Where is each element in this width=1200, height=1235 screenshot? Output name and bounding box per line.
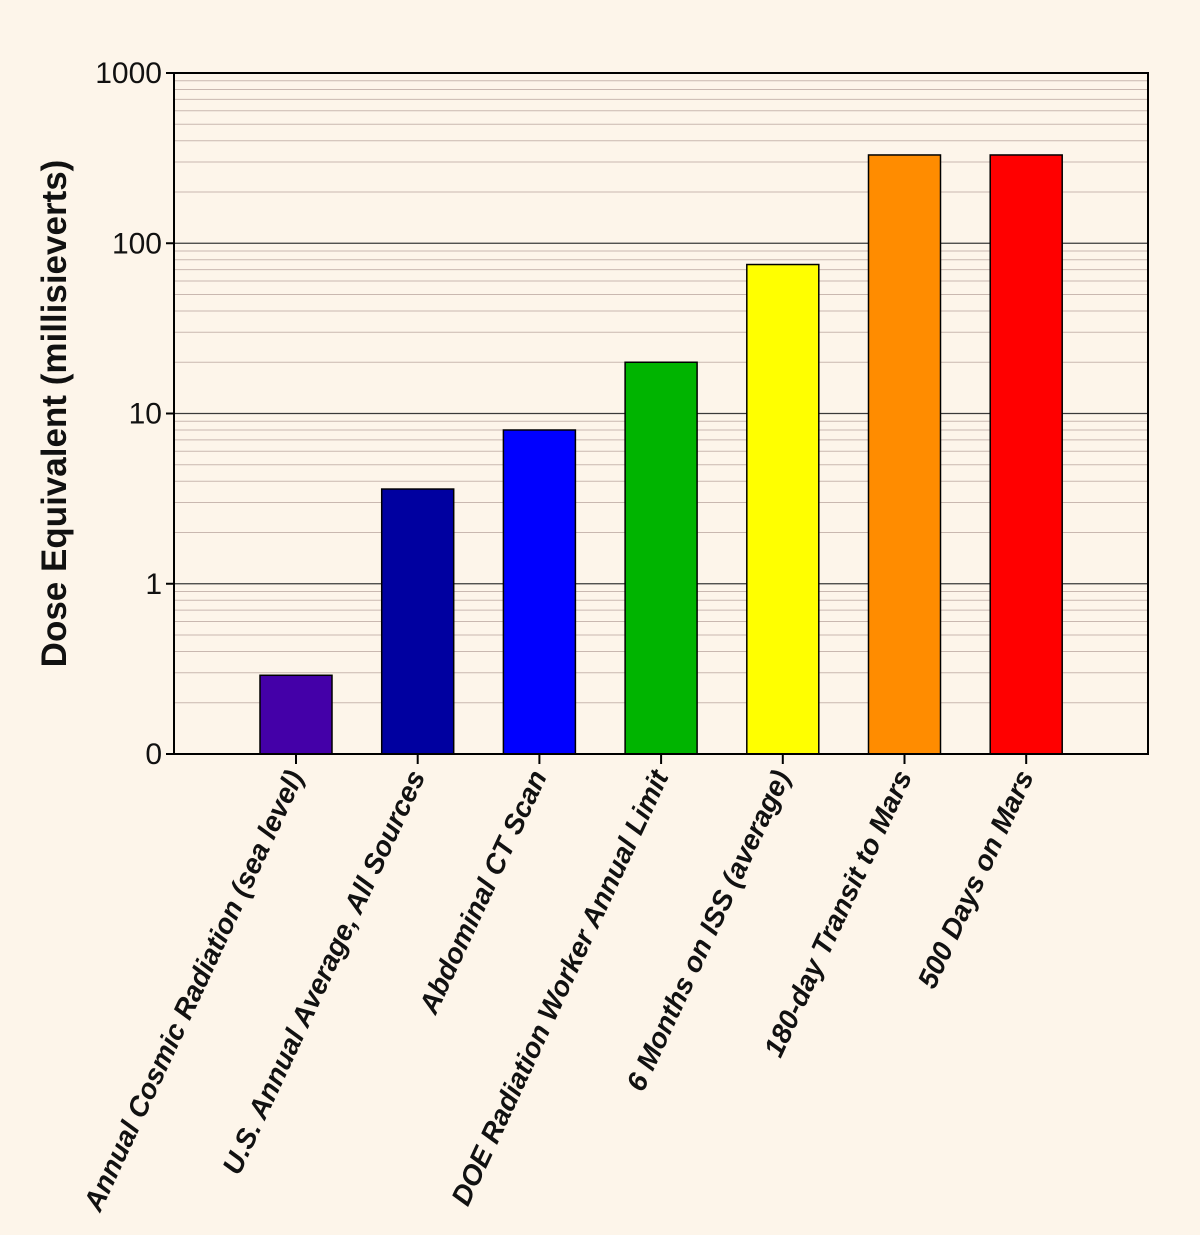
x-category-label: 500 Days on Mars	[912, 765, 1040, 993]
bar	[624, 361, 698, 755]
y-axis-title: Dose Equivalent (millisieverts)	[35, 160, 74, 668]
x-category-label: DOE Radiation Worker Annual Limit	[445, 764, 675, 1210]
bar	[380, 488, 455, 755]
y-tick-label: 1	[145, 568, 162, 601]
bars	[259, 154, 1063, 755]
bar	[989, 154, 1063, 755]
y-axis-ticks: 0 1 10 100 1000	[95, 57, 174, 771]
x-category-label: U.S. Annual Average, All Sources	[216, 765, 431, 1179]
x-category-label: 180-day Transit to Mars	[758, 765, 918, 1061]
bar	[259, 674, 333, 755]
bar	[502, 429, 577, 755]
bar	[867, 154, 942, 755]
x-axis-ticks: Annual Cosmic Radiation (sea level)U.S. …	[77, 754, 1040, 1217]
bar	[746, 263, 820, 755]
y-tick-label: 10	[129, 398, 162, 431]
x-category-label: Abdominal CT Scan	[413, 765, 553, 1019]
y-tick-label: 100	[112, 227, 162, 260]
x-category-label: Annual Cosmic Radiation (sea level)	[77, 765, 309, 1216]
y-tick-label: 1000	[95, 57, 162, 90]
y-tick-label: 0	[145, 738, 162, 771]
